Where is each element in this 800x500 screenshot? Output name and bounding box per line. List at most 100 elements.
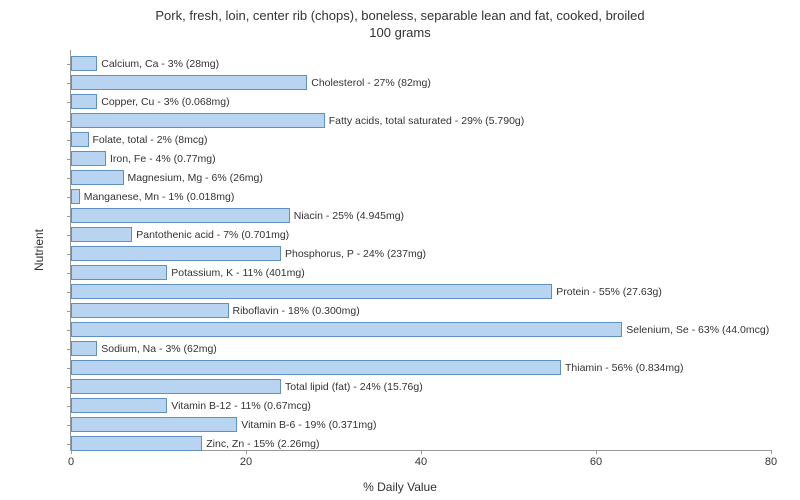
- nutrient-bar: [71, 398, 167, 413]
- nutrient-bar: [71, 75, 307, 90]
- y-tick-mark: [67, 444, 71, 445]
- bar-row: Magnesium, Mg - 6% (26mg): [71, 168, 771, 187]
- x-tick-label: 0: [68, 456, 74, 468]
- y-tick-mark: [67, 406, 71, 407]
- bar-label: Copper, Cu - 3% (0.068mg): [101, 96, 229, 108]
- nutrient-bar: [71, 436, 202, 451]
- bar-row: Niacin - 25% (4.945mg): [71, 206, 771, 225]
- bar-row: Manganese, Mn - 1% (0.018mg): [71, 187, 771, 206]
- bar-row: Thiamin - 56% (0.834mg): [71, 358, 771, 377]
- bar-row: Vitamin B-12 - 11% (0.67mcg): [71, 396, 771, 415]
- nutrient-bar: [71, 94, 97, 109]
- nutrient-bar: [71, 227, 132, 242]
- bar-row: Riboflavin - 18% (0.300mg): [71, 301, 771, 320]
- bar-row: Copper, Cu - 3% (0.068mg): [71, 92, 771, 111]
- bar-row: Selenium, Se - 63% (44.0mcg): [71, 320, 771, 339]
- bar-row: Pantothenic acid - 7% (0.701mg): [71, 225, 771, 244]
- nutrient-bar: [71, 379, 281, 394]
- bar-label: Potassium, K - 11% (401mg): [171, 267, 304, 279]
- y-tick-mark: [67, 235, 71, 236]
- bar-row: Total lipid (fat) - 24% (15.76g): [71, 377, 771, 396]
- bar-label: Vitamin B-6 - 19% (0.371mg): [241, 419, 376, 431]
- bar-row: Fatty acids, total saturated - 29% (5.79…: [71, 111, 771, 130]
- x-tick-mark: [246, 450, 247, 454]
- bar-row: Calcium, Ca - 3% (28mg): [71, 54, 771, 73]
- nutrient-bar: [71, 113, 325, 128]
- bar-label: Manganese, Mn - 1% (0.018mg): [84, 191, 235, 203]
- y-tick-mark: [67, 64, 71, 65]
- bar-label: Magnesium, Mg - 6% (26mg): [128, 172, 263, 184]
- nutrient-bar: [71, 417, 237, 432]
- nutrient-bar: [71, 360, 561, 375]
- nutrient-bar: [71, 284, 552, 299]
- bar-row: Vitamin B-6 - 19% (0.371mg): [71, 415, 771, 434]
- bar-label: Calcium, Ca - 3% (28mg): [101, 58, 219, 70]
- bar-label: Thiamin - 56% (0.834mg): [565, 362, 683, 374]
- y-tick-mark: [67, 425, 71, 426]
- x-tick-mark: [596, 450, 597, 454]
- y-tick-mark: [67, 159, 71, 160]
- bar-label: Phosphorus, P - 24% (237mg): [285, 248, 426, 260]
- bar-row: Cholesterol - 27% (82mg): [71, 73, 771, 92]
- bar-row: Potassium, K - 11% (401mg): [71, 263, 771, 282]
- bar-label: Iron, Fe - 4% (0.77mg): [110, 153, 216, 165]
- bar-label: Fatty acids, total saturated - 29% (5.79…: [329, 115, 525, 127]
- bar-label: Riboflavin - 18% (0.300mg): [233, 305, 360, 317]
- bar-label: Pantothenic acid - 7% (0.701mg): [136, 229, 289, 241]
- nutrient-bar: [71, 265, 167, 280]
- bar-label: Sodium, Na - 3% (62mg): [101, 343, 217, 355]
- x-tick-label: 60: [590, 456, 602, 468]
- nutrient-bar: [71, 322, 622, 337]
- x-tick-mark: [771, 450, 772, 454]
- chart-title: Pork, fresh, loin, center rib (chops), b…: [0, 0, 800, 42]
- bar-row: Protein - 55% (27.63g): [71, 282, 771, 301]
- y-tick-mark: [67, 121, 71, 122]
- x-tick-label: 20: [240, 456, 252, 468]
- y-tick-mark: [67, 368, 71, 369]
- bar-row: Phosphorus, P - 24% (237mg): [71, 244, 771, 263]
- y-tick-mark: [67, 254, 71, 255]
- nutrient-bar: [71, 246, 281, 261]
- bar-label: Protein - 55% (27.63g): [556, 286, 662, 298]
- y-tick-mark: [67, 349, 71, 350]
- y-axis-label: Nutrient: [32, 229, 46, 271]
- bar-label: Vitamin B-12 - 11% (0.67mcg): [171, 400, 311, 412]
- title-line1: Pork, fresh, loin, center rib (chops), b…: [155, 8, 644, 23]
- nutrient-bar: [71, 303, 229, 318]
- bar-label: Cholesterol - 27% (82mg): [311, 77, 431, 89]
- x-axis-label: % Daily Value: [363, 480, 437, 494]
- x-tick-label: 80: [765, 456, 777, 468]
- nutrient-bar: [71, 208, 290, 223]
- bar-label: Folate, total - 2% (8mcg): [93, 134, 208, 146]
- y-tick-mark: [67, 311, 71, 312]
- title-line2: 100 grams: [369, 25, 430, 40]
- plot-area: Calcium, Ca - 3% (28mg) Cholesterol - 27%…: [70, 50, 771, 451]
- nutrient-bar: [71, 151, 106, 166]
- bar-row: Iron, Fe - 4% (0.77mg): [71, 149, 771, 168]
- y-tick-mark: [67, 83, 71, 84]
- y-tick-mark: [67, 273, 71, 274]
- y-tick-mark: [67, 330, 71, 331]
- y-tick-mark: [67, 216, 71, 217]
- bar-label: Zinc, Zn - 15% (2.26mg): [206, 438, 319, 450]
- nutrient-bar: [71, 132, 89, 147]
- bar-label: Selenium, Se - 63% (44.0mcg): [626, 324, 769, 336]
- x-tick-label: 40: [415, 456, 427, 468]
- nutrient-bar: [71, 56, 97, 71]
- nutrient-bar: [71, 341, 97, 356]
- y-tick-mark: [67, 102, 71, 103]
- y-tick-mark: [67, 387, 71, 388]
- nutrient-bar: [71, 170, 124, 185]
- bar-label: Total lipid (fat) - 24% (15.76g): [285, 381, 423, 393]
- y-tick-mark: [67, 140, 71, 141]
- bar-row: Folate, total - 2% (8mcg): [71, 130, 771, 149]
- y-tick-mark: [67, 292, 71, 293]
- x-tick-mark: [71, 450, 72, 454]
- y-tick-mark: [67, 178, 71, 179]
- x-tick-mark: [421, 450, 422, 454]
- nutrient-chart: Pork, fresh, loin, center rib (chops), b…: [0, 0, 800, 500]
- bar-row: Sodium, Na - 3% (62mg): [71, 339, 771, 358]
- nutrient-bar: [71, 189, 80, 204]
- y-tick-mark: [67, 197, 71, 198]
- bar-label: Niacin - 25% (4.945mg): [294, 210, 404, 222]
